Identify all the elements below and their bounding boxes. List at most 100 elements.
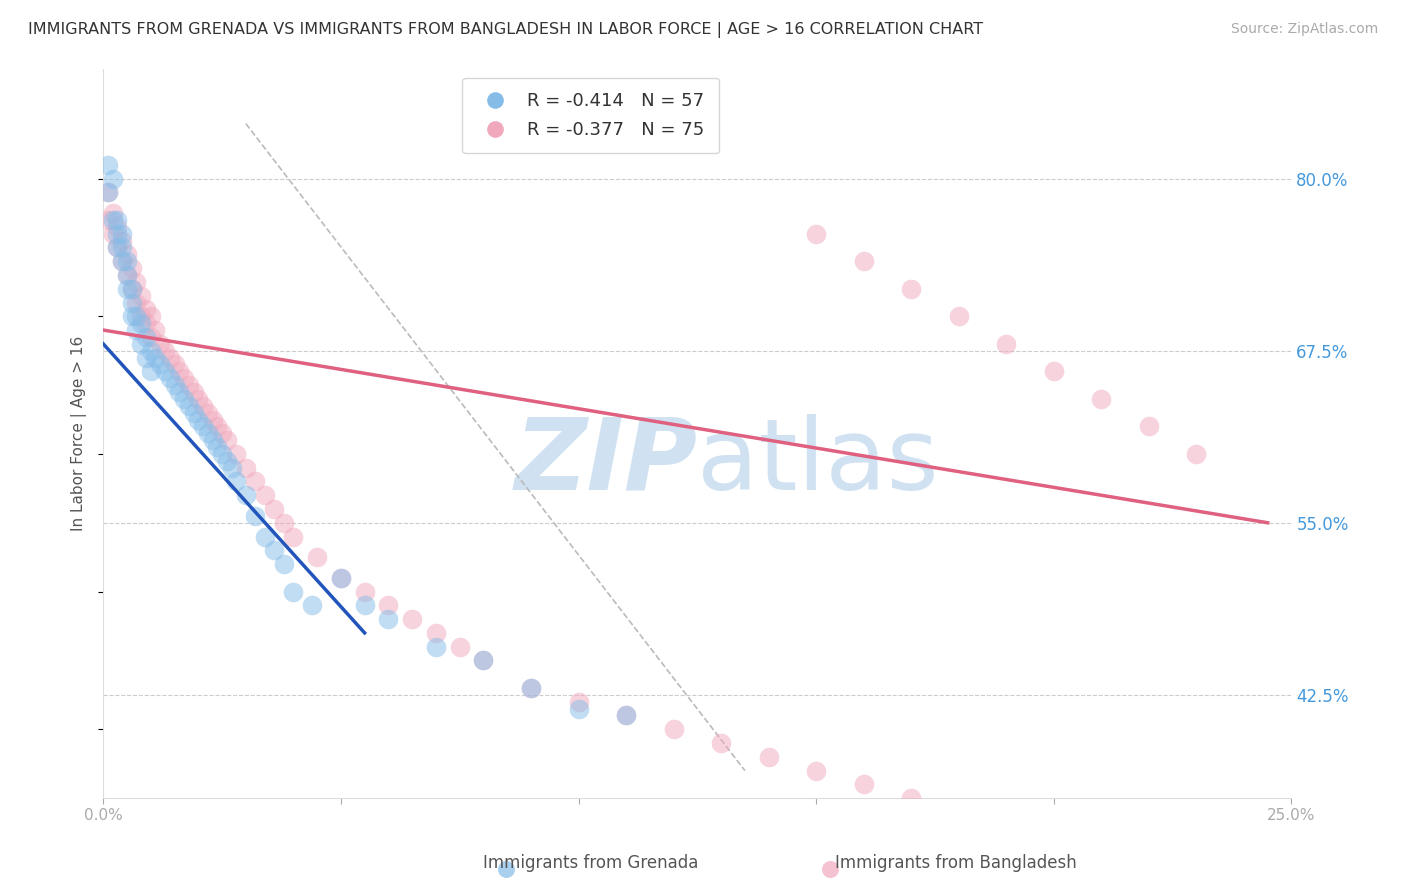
Point	[263, 502, 285, 516]
Point	[107, 240, 129, 254]
Point	[163, 378, 186, 392]
Point	[125, 275, 148, 289]
Point	[1043, 364, 1066, 378]
Point	[153, 364, 176, 378]
Point	[852, 777, 875, 791]
Point	[111, 254, 134, 268]
Point	[758, 749, 780, 764]
Y-axis label: In Labor Force | Age > 16: In Labor Force | Age > 16	[72, 335, 87, 531]
Point	[425, 626, 447, 640]
Point	[215, 454, 238, 468]
Point	[129, 316, 152, 330]
Point	[125, 295, 148, 310]
Point	[900, 282, 922, 296]
Legend: R = -0.414   N = 57, R = -0.377   N = 75: R = -0.414 N = 57, R = -0.377 N = 75	[463, 78, 718, 153]
Point	[995, 336, 1018, 351]
Point	[167, 384, 190, 399]
Point	[173, 371, 195, 385]
Point	[145, 351, 167, 365]
Point	[121, 282, 143, 296]
Point	[135, 302, 157, 317]
Point	[495, 862, 517, 876]
Point	[163, 358, 186, 372]
Point	[401, 612, 423, 626]
Point	[97, 158, 120, 172]
Point	[301, 599, 323, 613]
Point	[115, 254, 138, 268]
Point	[139, 310, 162, 324]
Point	[191, 419, 214, 434]
Point	[145, 323, 167, 337]
Text: Immigrants from Grenada: Immigrants from Grenada	[482, 855, 699, 872]
Point	[283, 584, 305, 599]
Point	[121, 282, 143, 296]
Point	[121, 261, 143, 276]
Point	[235, 460, 257, 475]
Point	[329, 571, 352, 585]
Point	[187, 412, 209, 426]
Point	[129, 288, 152, 302]
Point	[710, 736, 733, 750]
Point	[353, 599, 375, 613]
Point	[211, 447, 233, 461]
Point	[211, 426, 233, 441]
Point	[149, 336, 172, 351]
Point	[97, 213, 120, 227]
Point	[425, 640, 447, 654]
Point	[129, 336, 152, 351]
Point	[329, 571, 352, 585]
Point	[101, 227, 124, 241]
Point	[97, 186, 120, 200]
Text: atlas: atlas	[697, 414, 939, 511]
Point	[115, 282, 138, 296]
Point	[567, 701, 589, 715]
Point	[159, 351, 181, 365]
Text: Immigrants from Bangladesh: Immigrants from Bangladesh	[835, 855, 1077, 872]
Point	[187, 392, 209, 406]
Point	[207, 419, 229, 434]
Point	[197, 406, 219, 420]
Point	[852, 254, 875, 268]
Point	[173, 392, 195, 406]
Point	[662, 723, 685, 737]
Point	[1137, 419, 1160, 434]
Point	[263, 543, 285, 558]
Point	[614, 708, 637, 723]
Point	[215, 433, 238, 447]
Point	[121, 295, 143, 310]
Point	[307, 550, 329, 565]
Point	[449, 640, 471, 654]
Point	[139, 364, 162, 378]
Point	[115, 268, 138, 282]
Point	[818, 862, 841, 876]
Point	[245, 508, 267, 523]
Point	[125, 323, 148, 337]
Point	[1090, 846, 1112, 860]
Point	[149, 358, 172, 372]
Point	[273, 557, 295, 571]
Point	[107, 240, 129, 254]
Point	[153, 343, 176, 358]
Point	[135, 316, 157, 330]
Point	[900, 791, 922, 805]
Point	[201, 412, 224, 426]
Point	[614, 708, 637, 723]
Point	[121, 310, 143, 324]
Point	[253, 488, 276, 502]
Point	[111, 227, 134, 241]
Point	[225, 447, 247, 461]
Point	[472, 653, 495, 667]
Point	[948, 805, 970, 819]
Point	[1043, 832, 1066, 847]
Point	[567, 695, 589, 709]
Point	[1090, 392, 1112, 406]
Point	[245, 475, 267, 489]
Point	[139, 330, 162, 344]
Point	[235, 488, 257, 502]
Point	[111, 254, 134, 268]
Point	[353, 584, 375, 599]
Point	[804, 227, 827, 241]
Point	[253, 529, 276, 543]
Point	[115, 247, 138, 261]
Text: IMMIGRANTS FROM GRENADA VS IMMIGRANTS FROM BANGLADESH IN LABOR FORCE | AGE > 16 : IMMIGRANTS FROM GRENADA VS IMMIGRANTS FR…	[28, 22, 983, 38]
